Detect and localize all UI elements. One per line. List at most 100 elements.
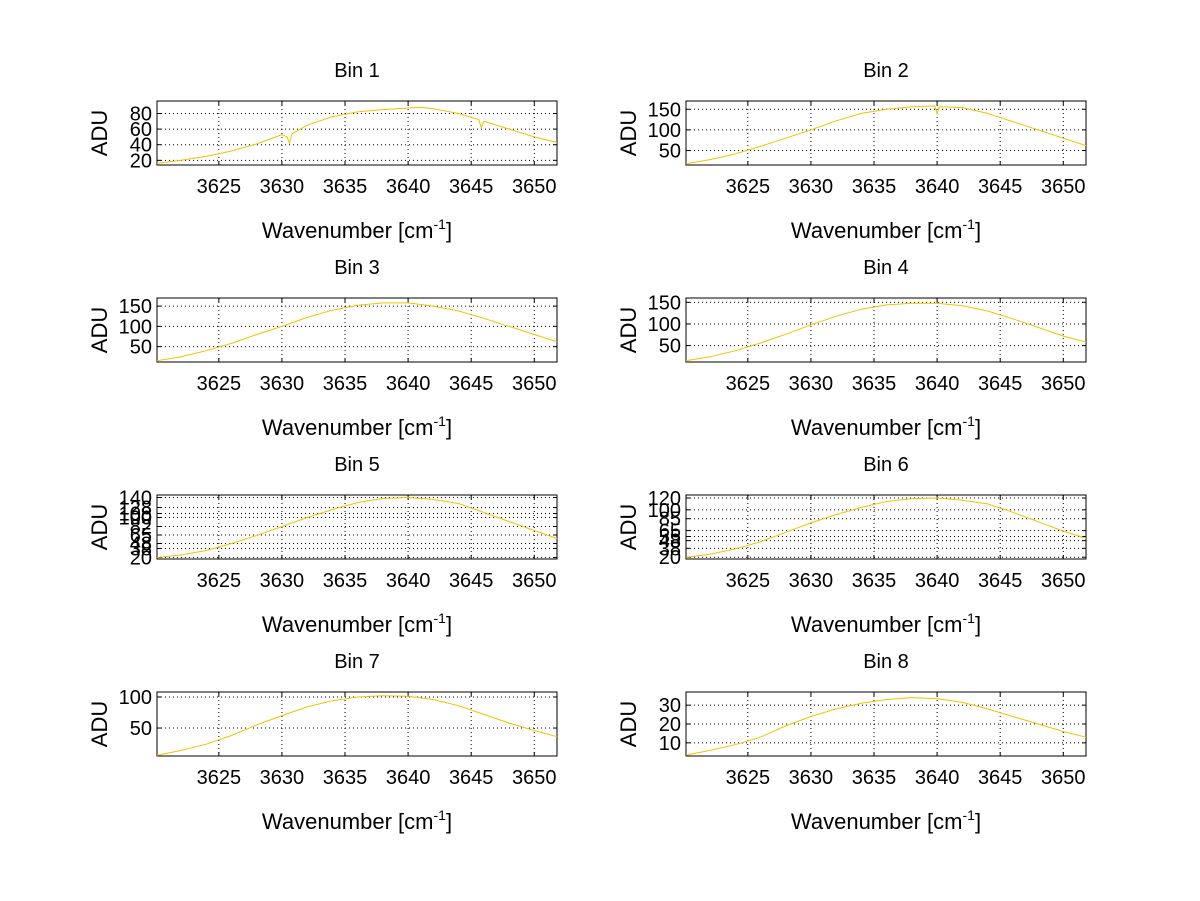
subplot-bin-6: 3625 3630 3635 3640 3645 3650 2038485565851001…: [616, 454, 1087, 637]
y-tick-label: 82: [130, 517, 152, 539]
panel-title: Bin 4: [863, 257, 909, 279]
y-tick-label: 150: [648, 292, 681, 314]
x-axis-label-main: Wavenumber [cm: [791, 809, 963, 834]
x-axis-label-exponent: -1: [963, 216, 976, 232]
x-tick-label: 3635: [323, 570, 368, 592]
panel-title: Bin 8: [863, 651, 909, 673]
subplot-bin-5: 3625 3630 3635 3640 3645 3650 2038486582100108…: [87, 454, 558, 637]
x-axis-label-close: ]: [446, 809, 452, 834]
panel-title: Bin 5: [334, 454, 380, 476]
x-tick-label: 3650: [512, 570, 557, 592]
x-tick-label: 3635: [852, 570, 897, 592]
x-axis-label: Wavenumber [cm-1]: [791, 807, 981, 834]
y-tick-label: 100: [119, 508, 152, 530]
x-tick-label: 3630: [789, 176, 834, 198]
y-tick-label: 128: [119, 498, 152, 520]
x-tick-label: 3640: [386, 570, 431, 592]
series-line-bin-3: [156, 302, 558, 362]
x-axis-label-exponent: -1: [963, 610, 976, 626]
y-tick-label: 48: [130, 534, 152, 556]
x-tick-label: 3640: [915, 570, 960, 592]
x-tick-label: 3625: [197, 373, 242, 395]
y-tick-label: 20: [130, 548, 152, 570]
x-tick-label: 3630: [260, 767, 305, 789]
y-tick-label: 100: [648, 500, 681, 522]
x-tick-label: 3630: [789, 570, 834, 592]
panel-title: Bin 2: [863, 60, 909, 82]
x-axis-label-main: Wavenumber [cm: [791, 612, 963, 637]
x-tick-label: 3650: [1041, 767, 1086, 789]
y-tick-label: 150: [119, 296, 152, 318]
y-axis-label: ADU: [616, 504, 641, 550]
y-tick-label: 100: [648, 314, 681, 336]
series-line-bin-7: [156, 695, 558, 756]
y-axis-label: ADU: [616, 110, 641, 156]
y-tick-label: 60: [130, 119, 152, 141]
y-tick-label: 50: [130, 337, 152, 359]
x-axis-label-close: ]: [975, 415, 981, 440]
x-tick-label: 3650: [512, 373, 557, 395]
y-tick-label: 55: [659, 526, 681, 548]
y-tick-label: 65: [659, 521, 681, 543]
x-axis-label: Wavenumber [cm-1]: [262, 807, 452, 834]
plot-area-frame: [156, 100, 558, 166]
x-axis-label: Wavenumber [cm-1]: [262, 413, 452, 440]
x-tick-label: 3645: [449, 570, 494, 592]
series-line-bin-8: [685, 697, 1087, 756]
x-axis-label-close: ]: [975, 612, 981, 637]
x-tick-label: 3640: [386, 373, 431, 395]
y-axis-label: ADU: [87, 110, 112, 156]
y-tick-label: 150: [648, 99, 681, 121]
x-tick-label: 3635: [852, 373, 897, 395]
x-tick-label: 3640: [915, 176, 960, 198]
x-axis-label-exponent: -1: [434, 807, 447, 823]
x-axis-label-main: Wavenumber [cm: [262, 218, 434, 243]
y-tick-label: 100: [119, 687, 152, 709]
x-tick-label: 3625: [726, 767, 771, 789]
x-tick-label: 3625: [726, 373, 771, 395]
x-axis-label-exponent: -1: [434, 413, 447, 429]
x-axis-label-main: Wavenumber [cm: [262, 612, 434, 637]
x-tick-label: 3625: [726, 176, 771, 198]
x-tick-label: 3640: [915, 373, 960, 395]
y-tick-label: 10: [659, 733, 681, 755]
y-tick-label: 85: [659, 509, 681, 531]
x-axis-label-main: Wavenumber [cm: [262, 809, 434, 834]
x-tick-label: 3645: [449, 373, 494, 395]
series-line-bin-4: [685, 302, 1087, 362]
x-axis-label-exponent: -1: [434, 216, 447, 232]
x-axis-label: Wavenumber [cm-1]: [262, 216, 452, 243]
plot-area-frame: [156, 297, 558, 363]
x-tick-label: 3645: [978, 373, 1023, 395]
x-tick-label: 3630: [789, 767, 834, 789]
x-tick-label: 3625: [197, 767, 242, 789]
y-tick-label: 20: [130, 150, 152, 172]
y-axis-label: ADU: [87, 504, 112, 550]
x-axis-label: Wavenumber [cm-1]: [262, 610, 452, 637]
y-tick-label: 38: [130, 539, 152, 561]
x-axis-label: Wavenumber [cm-1]: [791, 216, 981, 243]
y-tick-label: 80: [130, 103, 152, 125]
panel-title: Bin 6: [863, 454, 909, 476]
y-tick-label: 38: [659, 538, 681, 560]
x-tick-label: 3630: [789, 373, 834, 395]
x-tick-label: 3635: [323, 767, 368, 789]
x-axis-label-main: Wavenumber [cm: [262, 415, 434, 440]
x-tick-label: 3645: [978, 570, 1023, 592]
x-tick-label: 3650: [1041, 176, 1086, 198]
y-tick-label: 140: [119, 488, 152, 510]
x-tick-label: 3650: [512, 767, 557, 789]
x-tick-label: 3650: [512, 176, 557, 198]
x-tick-label: 3645: [449, 767, 494, 789]
x-tick-label: 3645: [978, 767, 1023, 789]
y-tick-label: 30: [659, 695, 681, 717]
x-axis-label-close: ]: [446, 415, 452, 440]
x-tick-label: 3630: [260, 176, 305, 198]
x-axis-label-close: ]: [446, 218, 452, 243]
